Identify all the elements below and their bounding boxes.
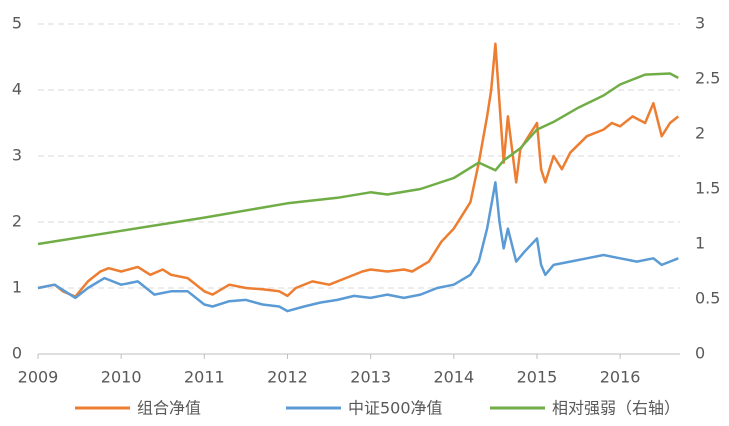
x-tick-label: 2011 [184,368,225,387]
y-tick-label: 4 [12,80,22,99]
x-tick-label: 2012 [267,368,308,387]
y2-tick-label: 1.5 [695,179,720,198]
y-tick-label: 0 [12,344,22,363]
series-line [37,72,679,246]
y-tick-label: 2 [12,212,22,231]
x-tick-label: 2015 [517,368,558,387]
x-tick-label: 2009 [18,368,59,387]
y2-tick-label: 3 [695,14,705,33]
x-tick-label: 2016 [600,368,641,387]
legend-label: 中证500净值 [348,399,443,418]
y2-tick-label: 2 [695,124,705,143]
series-line [37,181,679,313]
y2-tick-label: 0.5 [695,289,720,308]
y-tick-label: 1 [12,278,22,297]
y-tick-label: 3 [12,146,22,165]
y2-tick-label: 1 [695,234,705,253]
legend-label: 组合净值 [137,399,201,418]
y2-tick-label: 2.5 [695,69,720,88]
y2-tick-label: 0 [695,344,705,363]
legend-label: 相对强弱（右轴） [552,399,680,418]
series-line [37,42,680,298]
x-tick-label: 2014 [433,368,474,387]
y-tick-label: 5 [12,14,22,33]
x-tick-label: 2013 [350,368,391,387]
x-tick-label: 2010 [101,368,142,387]
